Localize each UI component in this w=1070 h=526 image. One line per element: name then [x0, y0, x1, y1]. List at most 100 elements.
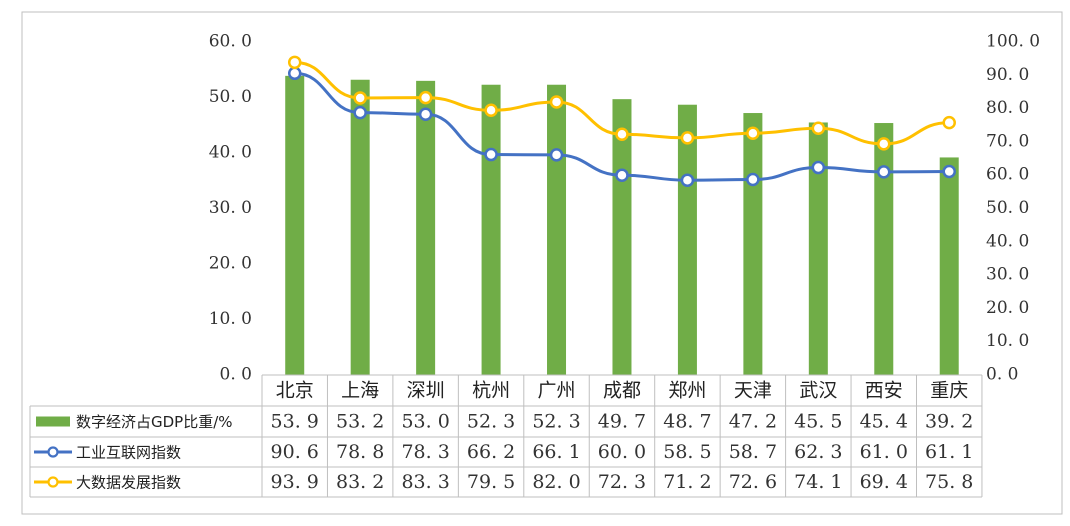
left-axis-tick-label: 60. 0	[209, 32, 252, 52]
industrial-internet-point-上海	[353, 105, 367, 120]
left-axis-tick-label: 20. 0	[209, 254, 252, 274]
big-data-point-西安	[877, 137, 891, 151]
table-cell: 72. 6	[729, 471, 777, 493]
table-cell: 62. 3	[794, 441, 842, 463]
bar-series	[285, 75, 959, 376]
right-axis-tick-label: 90. 0	[986, 65, 1029, 85]
legend-label: 数字经济占GDP比重/%	[76, 413, 233, 431]
big-data-point-杭州	[484, 103, 498, 118]
table-cell: 72. 3	[598, 471, 646, 493]
category-label: 天津	[734, 380, 772, 402]
industrial-internet-point-重庆	[942, 164, 956, 179]
table-cell: 47. 2	[729, 411, 777, 433]
bar-成都	[612, 99, 632, 375]
big-data-point-天津	[746, 126, 760, 140]
right-axis-tick-label: 10. 0	[986, 331, 1029, 351]
table-cell: 78. 3	[401, 441, 449, 463]
chart-border	[21, 11, 1063, 515]
legend-marker	[47, 476, 59, 488]
big-data-point-成都	[615, 127, 629, 141]
legend-bar-swatch	[36, 416, 70, 427]
left-axis-tick-label: 10. 0	[209, 309, 252, 329]
right-axis-tick-label: 60. 0	[986, 165, 1029, 185]
right-axis: 0. 0 10. 0 20. 0 30. 0 40. 0 50. 0 60. 0 70. 0 8…	[986, 32, 1040, 385]
industrial-internet-point-杭州	[484, 147, 498, 162]
table-cell: 93. 9	[271, 471, 319, 493]
bar-广州	[547, 84, 567, 376]
left-axis-tick-label: 30. 0	[209, 198, 252, 218]
category-label: 郑州	[668, 380, 706, 402]
category-label: 重庆	[930, 380, 968, 402]
bar-上海	[350, 79, 370, 376]
table-cell: 83. 3	[401, 471, 449, 493]
industrial-internet-point-武汉	[811, 160, 826, 175]
table-cell: 45. 5	[794, 411, 842, 433]
right-axis-tick-label: 0. 0	[986, 365, 1018, 385]
industrial-internet-point-天津	[746, 172, 760, 187]
left-axis-tick-label: 40. 0	[209, 143, 252, 163]
table-cell: 61. 0	[860, 441, 908, 463]
table-cell: 53. 0	[401, 411, 449, 433]
table-cell: 71. 2	[663, 471, 711, 493]
industrial-internet-point-北京	[287, 66, 302, 81]
table-cell: 90. 6	[271, 441, 319, 463]
bar-杭州	[481, 84, 501, 376]
right-axis-tick-label: 20. 0	[986, 298, 1029, 318]
table-cell: 58. 5	[663, 441, 711, 463]
table-cell: 58. 7	[729, 441, 777, 463]
table-cell: 66. 1	[532, 441, 580, 463]
right-axis-tick-label: 80. 0	[986, 98, 1029, 118]
big-data-point-北京	[287, 55, 302, 70]
big-data-point-重庆	[942, 115, 956, 130]
right-axis-tick-label: 40. 0	[986, 231, 1029, 251]
right-axis-tick-label: 30. 0	[986, 265, 1029, 285]
table-cell: 83. 2	[336, 471, 384, 493]
big-data-point-深圳	[418, 90, 433, 105]
category-label: 西安	[865, 380, 903, 402]
bar-天津	[743, 113, 763, 375]
big-data-point-武汉	[811, 121, 826, 135]
table-cell: 49. 7	[598, 411, 646, 433]
table-cell: 52. 3	[532, 411, 580, 433]
bar-重庆	[939, 157, 959, 375]
category-label: 广州	[538, 380, 576, 402]
table-cell: 79. 5	[467, 471, 515, 493]
table-cell: 82. 0	[532, 471, 580, 493]
legend-label: 大数据发展指数	[76, 474, 181, 492]
right-axis-tick-label: 100. 0	[986, 32, 1040, 52]
right-axis-tick-label: 70. 0	[986, 131, 1029, 151]
table-cell: 53. 2	[336, 411, 384, 433]
industrial-internet-point-深圳	[418, 107, 433, 122]
table-cell: 53. 9	[271, 411, 319, 433]
table-cell: 39. 2	[925, 411, 973, 433]
big-data-point-广州	[549, 95, 564, 109]
big-data-point-上海	[353, 91, 367, 105]
legend-label: 工业互联网指数	[76, 444, 181, 462]
category-label: 上海	[341, 380, 379, 402]
left-axis: 0. 0 10. 0 20. 0 30. 0 40. 0 50. 0 60. 0	[209, 32, 252, 385]
category-label: 杭州	[472, 380, 510, 402]
industrial-internet-line	[294, 71, 950, 182]
right-axis-tick-label: 50. 0	[986, 198, 1029, 218]
category-label: 北京	[276, 380, 314, 402]
bar-北京	[285, 75, 305, 375]
table-cell: 66. 2	[467, 441, 515, 463]
big-data-point-郑州	[680, 131, 695, 145]
line-series	[287, 55, 956, 187]
left-axis-tick-label: 0. 0	[220, 365, 252, 385]
table-cell: 45. 4	[860, 411, 908, 433]
bar-西安	[874, 123, 894, 375]
table-cell: 75. 8	[925, 471, 973, 493]
table-cell: 52. 3	[467, 411, 515, 433]
bar-深圳	[416, 80, 436, 375]
left-axis-tick-label: 50. 0	[209, 87, 252, 107]
table-cell: 61. 1	[925, 441, 973, 463]
industrial-internet-point-成都	[615, 168, 629, 182]
category-label: 深圳	[407, 380, 445, 402]
legend-marker	[47, 446, 59, 458]
table-cell: 74. 1	[794, 471, 842, 493]
bar-武汉	[808, 122, 828, 375]
industrial-internet-point-郑州	[680, 173, 695, 187]
